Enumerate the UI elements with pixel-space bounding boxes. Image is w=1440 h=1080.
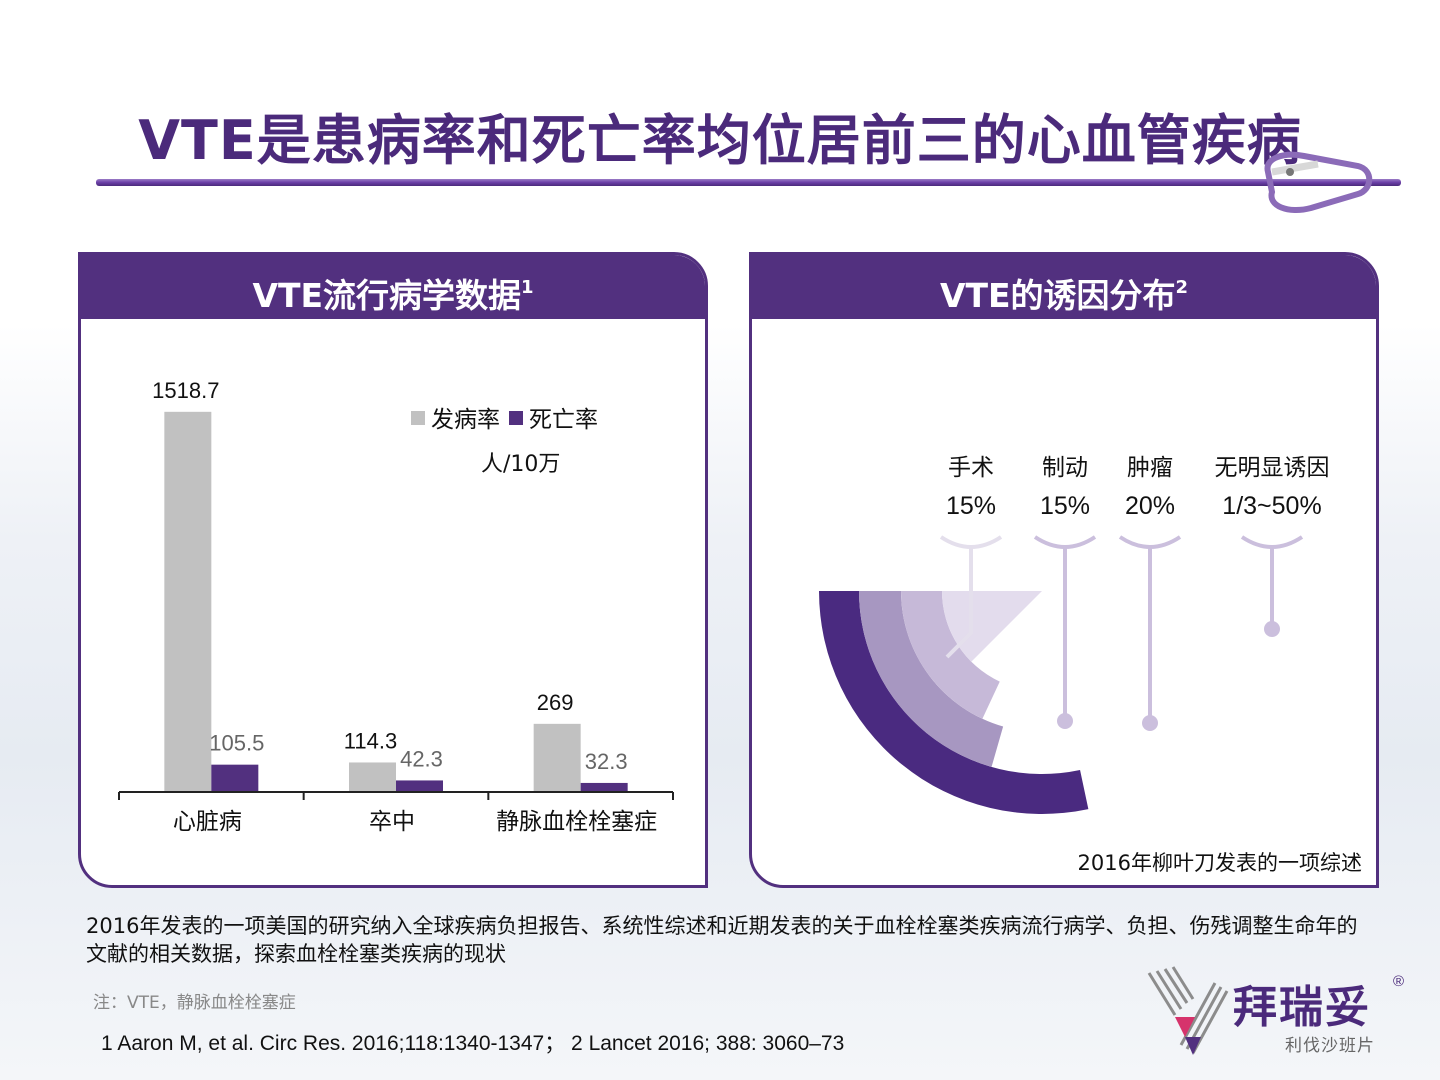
connector-line (945, 547, 973, 659)
bar-value-label: 42.3 (400, 746, 443, 771)
brand-logo: 拜瑞妥 ® 利伐沙班片 (1145, 965, 1415, 1065)
risk-factor-caption: 2016年柳叶刀发表的一项综述 (1077, 851, 1362, 875)
connector-bracket (1033, 535, 1097, 549)
connector-dot (1142, 715, 1158, 731)
risk-factor-heading-text: VTE的诱因分布 (939, 276, 1176, 315)
bar-value-label: 269 (537, 690, 574, 715)
bar-mortality (396, 780, 443, 791)
ring-unprovoked (819, 591, 1089, 814)
page-title: VTE是患病率和死亡率均位居前三的心血管疾病 (138, 109, 1302, 172)
risk-factor-panel-heading: VTE的诱因分布2 (752, 255, 1376, 319)
brand-mark-icon (1147, 966, 1229, 1055)
risk-factor-name: 手术 (948, 455, 994, 481)
bar-incidence (533, 723, 581, 791)
risk-factor-percent: 15% (1040, 492, 1090, 520)
ring-cancer (859, 591, 1004, 767)
epidemiology-bar-chart: 1518.7 105.5 心脏病 114.342.3 卒中 269 32.3 静脉血栓栓塞症 发… (118, 378, 674, 835)
legend-label-mortality: 死亡率 (529, 407, 598, 433)
brand-registered-mark: ® (1393, 973, 1405, 990)
risk-factor-panel: VTE的诱因分布2 手术 15% 制动 15% 肿瘤 20% 无明显诱因 1/3~50% 20… (749, 252, 1379, 888)
bar-mortality (211, 764, 259, 791)
rope-divider (96, 151, 1401, 213)
connector-dot (1264, 621, 1280, 637)
risk-factor-heading-ref: 2 (1175, 277, 1189, 298)
abbreviation-note: 注：VTE，静脉血栓栓塞症 (93, 993, 296, 1013)
epidemiology-heading-text: VTE流行病学数据 (252, 276, 522, 315)
category-label: 卒中 (369, 809, 415, 835)
connector-bracket (939, 535, 1003, 549)
brand-name: 拜瑞妥 (1233, 982, 1371, 1033)
epidemiology-panel: VTE流行病学数据1 1518.7 105.5 心脏病 114.3 42.3 卒中 269 3… (78, 252, 708, 888)
bar-value-label: 1518.7 (152, 378, 219, 403)
connector-bracket (1240, 535, 1304, 549)
risk-factor-percent: 15% (946, 492, 996, 520)
legend-swatch-mortality (509, 411, 523, 425)
risk-factor-percent: 1/3~50% (1222, 492, 1321, 520)
epidemiology-heading-ref: 1 (521, 277, 534, 298)
bar-incidence (164, 411, 212, 791)
references: 1 Aaron M, et al. Circ Res. 2016;118:134… (101, 1032, 845, 1055)
bar-value-label: 114.3 (344, 728, 397, 753)
connector-bracket (1118, 535, 1182, 549)
risk-factor-percent: 20% (1125, 492, 1175, 520)
connector-dot (1057, 713, 1073, 729)
brand-subtitle: 利伐沙班片 (1285, 1036, 1375, 1056)
category-label: 心脏病 (173, 809, 242, 835)
study-description: 2016年发表的一项美国的研究纳入全球疾病负担报告、系统性综述和近期发表的关于血… (86, 914, 1358, 966)
legend-label-incidence: 发病率 (431, 407, 500, 433)
bar-incidence (349, 762, 396, 791)
risk-factor-arc-chart: 手术 15% 制动 15% 肿瘤 20% 无明显诱因 1/3~50% (819, 455, 1330, 814)
legend-swatch-incidence (411, 411, 425, 425)
risk-factor-name: 制动 (1042, 455, 1088, 481)
category-label: 静脉血栓栓塞症 (496, 809, 657, 835)
ring-surgery (942, 591, 1042, 662)
bar-mortality (580, 782, 628, 791)
epidemiology-panel-heading: VTE流行病学数据1 (81, 255, 705, 319)
chart-unit: 人/10万 (481, 452, 560, 477)
risk-factor-name: 无明显诱因 (1215, 455, 1330, 481)
bar-value-label: 105.5 (209, 731, 264, 756)
bar-value-label: 32.3 (585, 749, 628, 774)
risk-factor-name: 肿瘤 (1127, 455, 1173, 481)
